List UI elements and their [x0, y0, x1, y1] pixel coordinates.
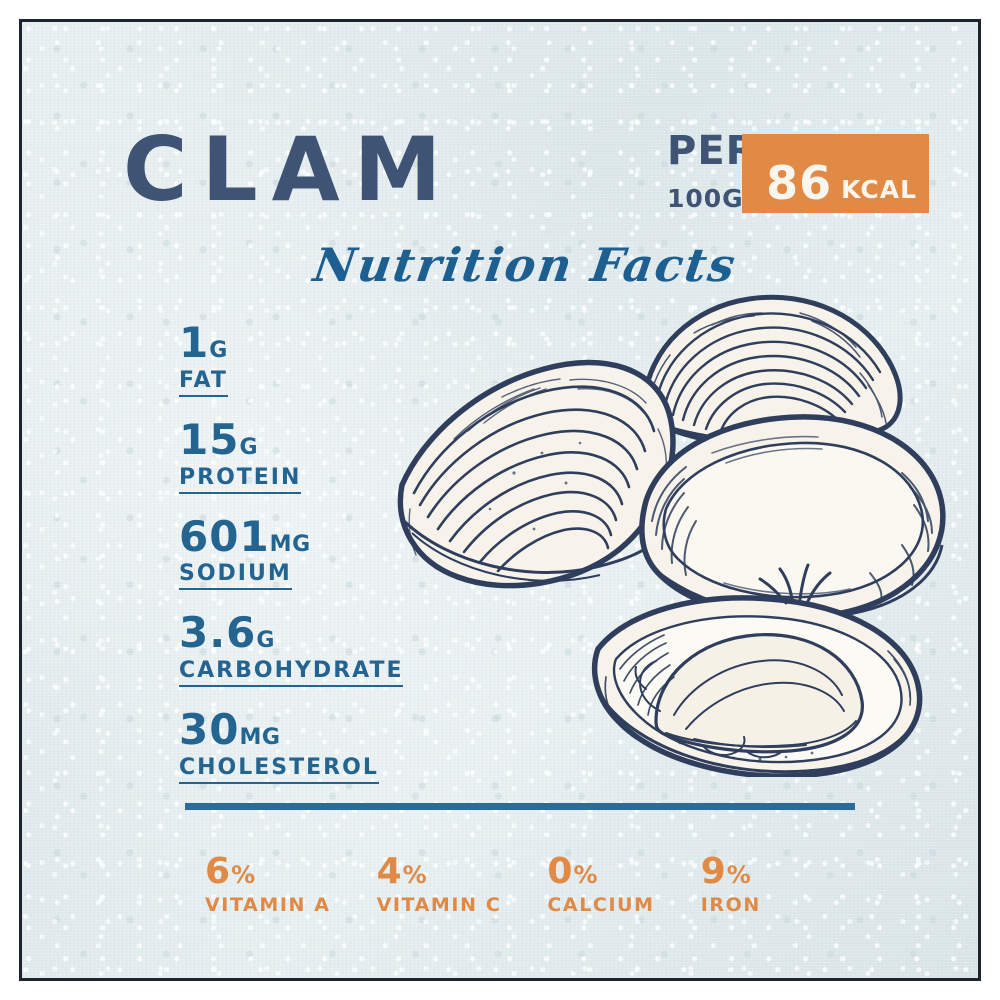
- vitamin-unit-vitamin-c: %: [402, 861, 427, 889]
- nutrient-number-cholesterol: 30: [179, 705, 240, 755]
- nutrient-number-sodium: 601: [179, 511, 270, 561]
- vitamin-label-vitamin-a: VITAMIN A: [205, 894, 331, 916]
- vitamin-label-iron: IRON: [700, 894, 761, 916]
- nutrient-row-protein: 15G PROTEIN: [179, 418, 403, 494]
- vitamin-row-vitamin-a: 6% VITAMIN A: [205, 854, 331, 917]
- calories-unit: KCAL: [841, 175, 917, 204]
- nutrient-value-fat: 1G: [179, 321, 403, 365]
- nutrient-number-protein: 15: [179, 414, 240, 464]
- vitamin-value-calcium: 0%: [547, 854, 654, 890]
- nutrient-unit-carbohydrate: G: [256, 628, 275, 654]
- vitamin-value-vitamin-a: 6%: [205, 854, 331, 890]
- nutrient-unit-sodium: MG: [269, 531, 311, 557]
- vitamin-label-calcium: CALCIUM: [547, 894, 655, 916]
- nutrient-row-fat: 1G FAT: [179, 321, 403, 397]
- nutrient-value-sodium: 601MG: [179, 515, 403, 559]
- clam-shells-illustration: [394, 277, 954, 777]
- vitamin-list: 6% VITAMIN A 4% VITAMIN C 0% CALCIUM: [205, 854, 855, 917]
- vitamin-unit-vitamin-a: %: [231, 861, 256, 889]
- vitamin-unit-iron: %: [726, 861, 751, 889]
- vitamin-row-iron: 9% IRON: [700, 854, 761, 917]
- nutrient-label-sodium: SODIUM: [179, 561, 292, 591]
- serving-amount: 100G: [667, 184, 744, 213]
- calories-badge: 86 KCAL: [742, 134, 929, 213]
- per-label: PER: [667, 128, 758, 174]
- nutrient-number-fat: 1: [179, 318, 210, 367]
- nutrient-list: 1G FAT 15G PROTEIN 601MG SODIUM: [179, 321, 404, 806]
- nutrient-label-cholesterol: CHOLESTEROL: [179, 755, 379, 785]
- nutrient-label-fat: FAT: [179, 368, 228, 397]
- section-divider: [185, 803, 855, 810]
- vitamin-number-calcium: 0: [547, 851, 573, 892]
- nutrient-unit-fat: G: [209, 338, 228, 363]
- vitamin-unit-calcium: %: [573, 861, 598, 889]
- nutrient-value-carbohydrate: 3.6G: [179, 612, 403, 655]
- nutrient-unit-protein: G: [239, 434, 259, 460]
- vitamin-value-vitamin-c: 4%: [377, 854, 502, 890]
- poster-frame: CLAM Nutrition Facts: [19, 19, 981, 981]
- nutrient-number-carbohydrate: 3.6: [179, 608, 257, 658]
- vitamin-value-iron: 9%: [701, 854, 761, 890]
- nutrient-row-carbohydrate: 3.6G CARBOHYDRATE: [179, 612, 404, 688]
- vitamin-number-vitamin-c: 4: [376, 851, 402, 892]
- nutrient-label-protein: PROTEIN: [179, 465, 302, 494]
- vitamin-label-vitamin-c: VITAMIN C: [376, 894, 502, 916]
- nutrient-row-sodium: 601MG SODIUM: [179, 515, 403, 591]
- nutrient-label-carbohydrate: CARBOHYDRATE: [179, 658, 404, 688]
- calories-value: 86: [766, 155, 833, 210]
- vitamin-number-vitamin-a: 6: [205, 851, 231, 892]
- vitamin-row-calcium: 0% CALCIUM: [547, 854, 655, 917]
- nutrient-unit-cholesterol: MG: [239, 725, 281, 751]
- page-title: CLAM: [123, 118, 456, 221]
- vitamin-number-iron: 9: [700, 851, 726, 892]
- nutrient-value-cholesterol: 30MG: [179, 708, 403, 752]
- nutrient-row-cholesterol: 30MG CHOLESTEROL: [179, 708, 403, 785]
- nutrient-value-protein: 15G: [179, 418, 403, 462]
- vitamin-row-vitamin-c: 4% VITAMIN C: [376, 854, 502, 917]
